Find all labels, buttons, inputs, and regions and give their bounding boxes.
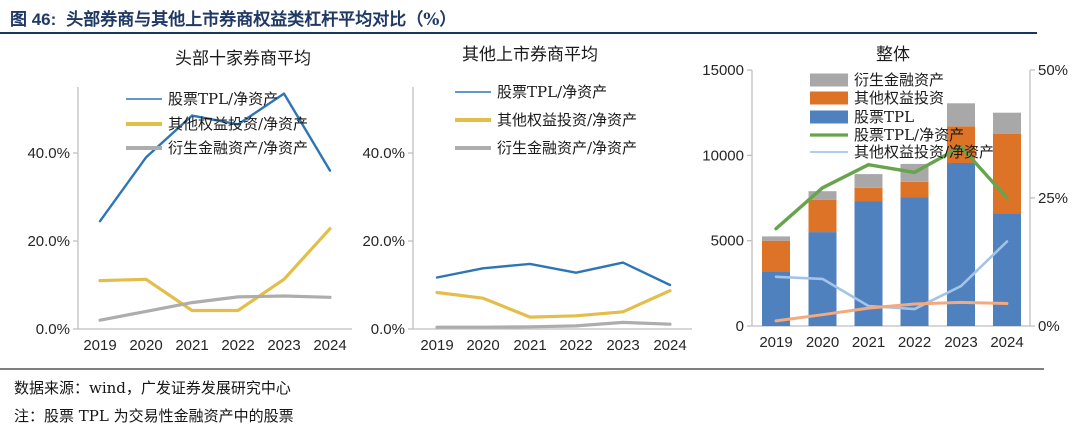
x-tick-label: 2023 xyxy=(606,337,639,354)
y-tick-label: 20.0% xyxy=(27,233,70,250)
figure-title: 头部券商与其他上市券商权益类杠杆平均对比（%） xyxy=(66,10,457,30)
x-tick-label: 2021 xyxy=(852,334,885,351)
chart-title: 其他上市券商平均 xyxy=(462,45,598,65)
figure-number: 图 46: xyxy=(10,10,57,29)
footer-divider xyxy=(0,368,1044,370)
x-tick-label: 2023 xyxy=(267,337,300,354)
bar-segment-2 xyxy=(762,236,790,241)
x-tick-label: 2019 xyxy=(83,337,116,354)
title-underline xyxy=(0,32,1037,34)
legend-label: 衍生金融资产/净资产 xyxy=(497,139,637,157)
legend-label: 其他权益投资 xyxy=(854,89,944,107)
bar-segment-0 xyxy=(762,271,790,326)
legend-label: 衍生金融资产 xyxy=(854,71,944,89)
bar-segment-1 xyxy=(900,181,929,198)
bar-segment-1 xyxy=(854,187,883,202)
x-tick-label: 2021 xyxy=(175,337,208,354)
y-tick-label: 40.0% xyxy=(362,145,405,162)
data-source: 数据来源：wind，广发证券发展研究中心 xyxy=(14,379,291,397)
series-line-2 xyxy=(435,320,672,329)
bar-segment-1 xyxy=(762,240,790,272)
combo-line-0 xyxy=(774,145,1009,231)
left-tick-label: 10000 xyxy=(702,147,744,164)
y-tick-label: 0.0% xyxy=(36,321,70,338)
series-line-0 xyxy=(435,261,672,287)
bar-segment-0 xyxy=(900,197,929,326)
legend-label: 衍生金融资产/净资产 xyxy=(168,139,308,157)
legend-swatch xyxy=(810,110,848,124)
combo-line-2 xyxy=(774,300,1009,323)
bar-segment-1 xyxy=(993,134,1021,214)
x-tick-label: 2024 xyxy=(990,334,1023,351)
right-tick-label: 0% xyxy=(1038,318,1060,335)
bar-segment-0 xyxy=(947,163,975,326)
series-line-1 xyxy=(435,289,672,319)
footnote: 注：股票 TPL 为交易性金融资产中的股票 xyxy=(14,407,294,425)
x-tick-label: 2022 xyxy=(559,337,592,354)
chart-title: 头部十家券商平均 xyxy=(175,49,311,69)
left-tick-label: 15000 xyxy=(702,62,744,79)
right-tick-label: 50% xyxy=(1038,62,1068,79)
x-tick-label: 2023 xyxy=(944,334,977,351)
series-line-2 xyxy=(98,294,332,322)
left-tick-label: 5000 xyxy=(711,233,744,250)
bar-segment-2 xyxy=(854,174,883,188)
bar-segment-2 xyxy=(947,103,975,127)
series-line-1 xyxy=(98,227,332,313)
legend-label: 其他权益投资/净资产 xyxy=(168,115,308,133)
bar-segment-2 xyxy=(808,191,837,200)
x-tick-label: 2021 xyxy=(513,337,546,354)
x-tick-label: 2019 xyxy=(420,337,453,354)
chart-overall-combo: 整体 0 5000 10000 15000 0% 25% 50% 2019 2020 2021 202… xyxy=(702,45,1068,351)
bar-segment-1 xyxy=(808,199,837,233)
figure-header: 图 46: 头部券商与其他上市券商权益类杠杆平均对比（%） xyxy=(10,5,456,30)
legend-swatch xyxy=(810,73,848,87)
right-tick-label: 25% xyxy=(1038,190,1068,207)
x-tick-label: 2020 xyxy=(806,334,839,351)
bar-segment-0 xyxy=(993,213,1021,326)
series-line-0 xyxy=(98,92,332,223)
legend-label: 股票TPL/净资产 xyxy=(854,126,964,144)
chart-top10-brokers-average: 头部十家券商平均 0.0% 20.0% 40.0% 2019 2020 2021 2022 20… xyxy=(27,49,352,354)
legend-label: 其他权益投资/净资产 xyxy=(497,111,637,129)
charts-row: 头部十家券商平均 0.0% 20.0% 40.0% 2019 2020 2021 2022 20… xyxy=(27,45,1068,354)
x-tick-label: 2024 xyxy=(653,337,686,354)
x-tick-label: 2020 xyxy=(129,337,162,354)
x-tick-label: 2022 xyxy=(898,334,931,351)
x-tick-label: 2022 xyxy=(221,337,254,354)
x-tick-label: 2020 xyxy=(466,337,499,354)
left-tick-label: 0 xyxy=(736,318,744,335)
y-tick-label: 20.0% xyxy=(362,233,405,250)
legend-label: 股票TPL/净资产 xyxy=(168,90,278,108)
x-tick-label: 2019 xyxy=(759,334,792,351)
x-tick-label: 2024 xyxy=(313,337,346,354)
chart-title: 整体 xyxy=(876,45,910,65)
legend-label: 股票TPL xyxy=(854,108,914,126)
chart-other-listed-brokers-average: 其他上市券商平均 0.0% 20.0% 40.0% 2019 2020 2021 2022 20… xyxy=(362,45,692,354)
bar-segment-2 xyxy=(993,112,1021,134)
y-tick-label: 0.0% xyxy=(371,321,405,338)
y-tick-label: 40.0% xyxy=(27,145,70,162)
legend-swatch xyxy=(810,91,848,105)
legend-label: 其他权益投资/净资产 xyxy=(854,143,994,161)
legend-label: 股票TPL/净资产 xyxy=(497,83,607,101)
